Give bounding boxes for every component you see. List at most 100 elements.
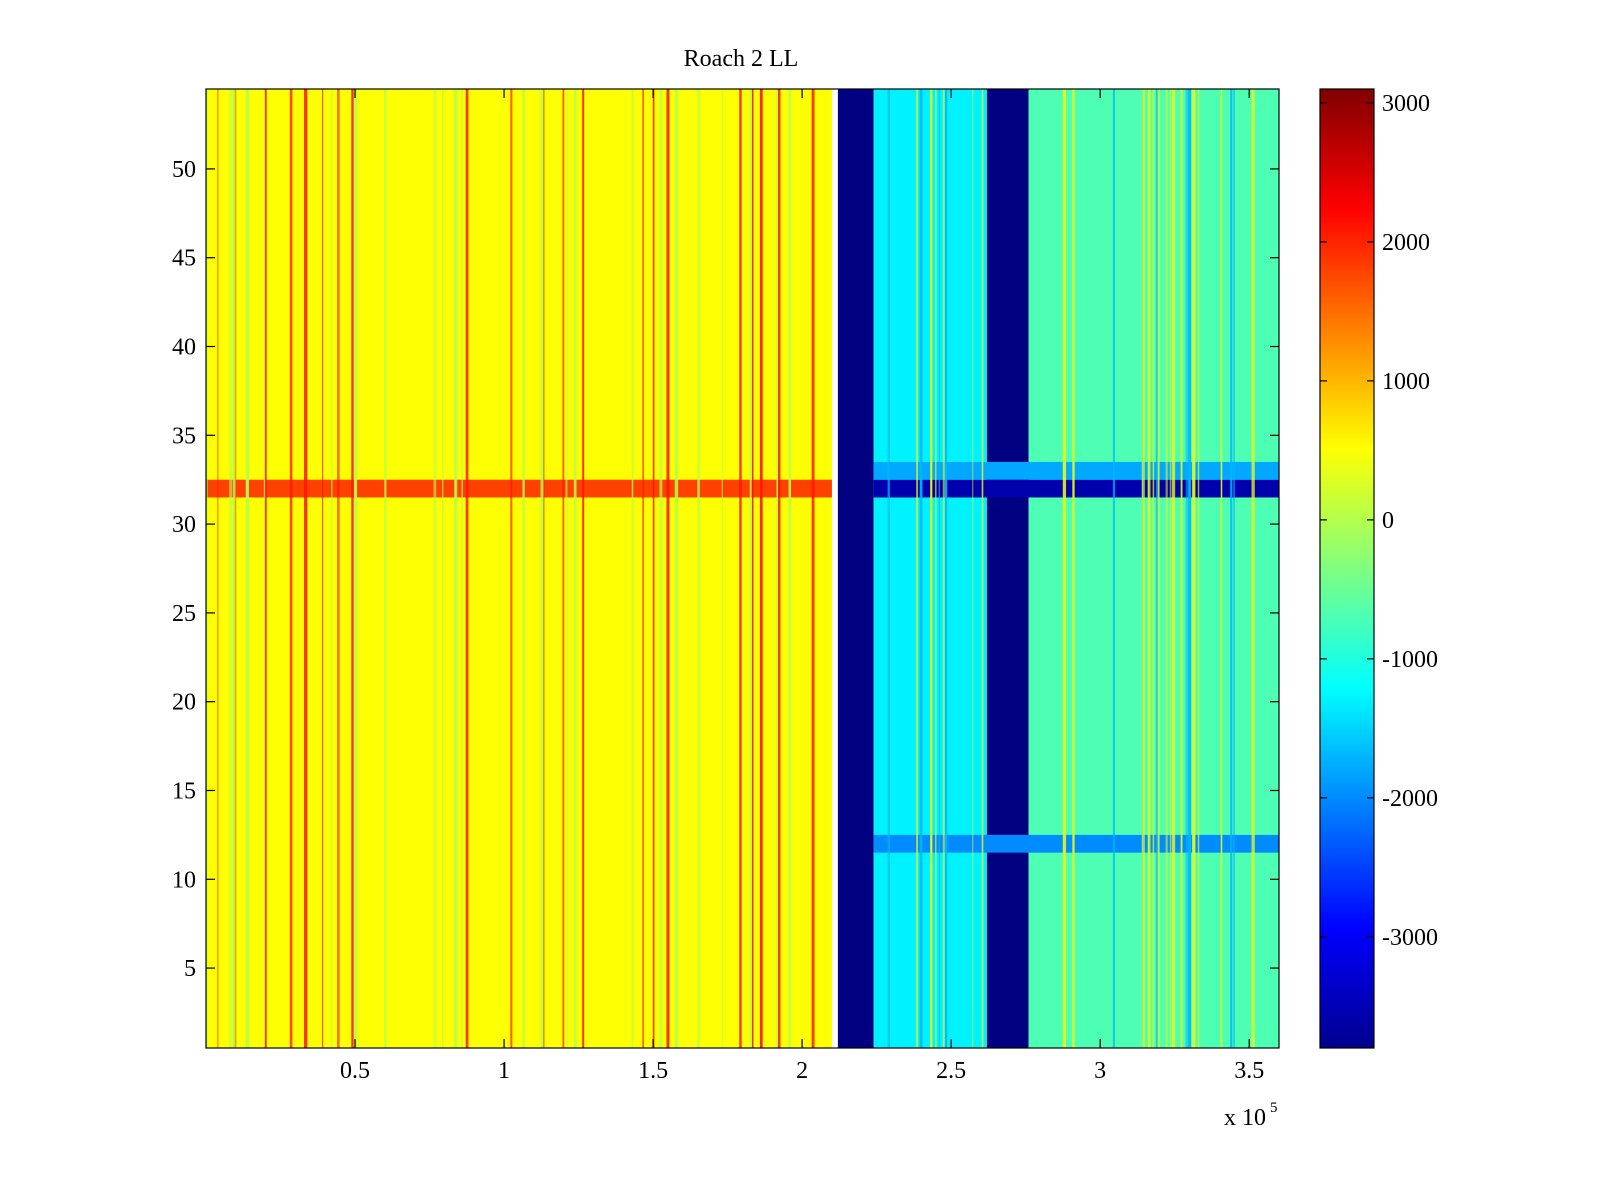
heatmap-streak (981, 89, 984, 1048)
heatmap-streak (1112, 89, 1115, 1048)
heatmap-streak (642, 89, 644, 1048)
heatmap-streak (337, 89, 340, 1048)
heatmap-streak (1155, 89, 1159, 1048)
x-tick-label: 2 (796, 1058, 808, 1084)
y-tick-label: 50 (172, 157, 196, 183)
heatmap-region (873, 834, 1279, 853)
heatmap-streak (442, 89, 444, 1048)
heatmap-streak (631, 89, 634, 1048)
colorbar-tick-label: -3000 (1382, 925, 1438, 951)
heatmap-streak (1072, 89, 1075, 1048)
heatmap-streak (1233, 89, 1235, 1048)
heatmap-streak (1188, 89, 1191, 1048)
heatmap-streak (304, 89, 308, 1048)
heatmap-streak (930, 89, 933, 1048)
heatmap-streak (233, 89, 236, 1048)
heatmap-streak (1147, 89, 1151, 1048)
heatmap-streak (749, 89, 752, 1048)
x-tick-label: 1.5 (638, 1058, 668, 1084)
heatmap-streak (811, 89, 815, 1048)
heatmap-streak (351, 89, 354, 1048)
heatmap-streak (1185, 89, 1189, 1048)
y-tick-label: 40 (172, 335, 196, 361)
heatmap-streak (384, 89, 387, 1048)
heatmap-streak (562, 89, 565, 1048)
heatmap-streak (229, 89, 233, 1048)
colorbar-tick-label: 2000 (1382, 230, 1430, 256)
colorbar-tick-label: 0 (1382, 508, 1394, 534)
heatmap-streak (751, 89, 754, 1048)
plot-frame (205, 88, 1280, 1049)
heatmap-streak (454, 89, 458, 1048)
heatmap-streak (1062, 89, 1067, 1048)
colorbar: 3000 2000 1000 0 -1000 -2000 -3000 (1319, 88, 1438, 1049)
colorbar-tick-label: 3000 (1382, 91, 1430, 117)
colorbar-ticks: 3000 2000 1000 0 -1000 -2000 -3000 (1320, 91, 1438, 951)
heatmap-streak (776, 89, 779, 1048)
heatmap-streak (739, 89, 742, 1048)
heatmap-streak (322, 89, 324, 1048)
heatmap-streak (1251, 89, 1255, 1048)
x-tick-label: 3 (1094, 1058, 1106, 1084)
y-tick-label: 30 (172, 512, 196, 538)
y-tick-label: 20 (172, 690, 196, 716)
heatmap-streak (659, 89, 663, 1048)
heatmap-streak (666, 89, 670, 1048)
heatmap-streak (582, 89, 585, 1048)
heatmap-streak (264, 89, 267, 1048)
colorbar-frame (1319, 88, 1375, 1049)
heatmap-streak (245, 89, 249, 1048)
heatmap-streak (1152, 89, 1155, 1048)
heatmap-streak (1171, 89, 1176, 1048)
heatmap-streak (1220, 89, 1223, 1048)
colorbar-gradient (1320, 89, 1374, 1048)
y-tick-label: 25 (172, 601, 196, 627)
heatmap-region (206, 479, 832, 498)
x-tick-label: 1 (498, 1058, 510, 1084)
heatmap-streak (543, 89, 545, 1048)
heatmap-streak (972, 89, 974, 1048)
heatmap-streak (788, 89, 792, 1048)
y-tick-label: 15 (172, 778, 196, 804)
heatmap-streak (942, 89, 945, 1048)
heatmap-streak (916, 89, 919, 1048)
heatmap-streak (1165, 89, 1168, 1048)
heatmap-streak (919, 89, 923, 1048)
heatmap-streak (1180, 89, 1183, 1048)
heatmap-streak (510, 89, 513, 1048)
heatmap-streak (887, 89, 890, 1048)
heatmap-streak (759, 89, 763, 1048)
heatmap-streak (433, 89, 437, 1048)
x-tick-label: 3.5 (1234, 1058, 1264, 1084)
chart-title: Roach 2 LL (684, 46, 799, 72)
heatmap-streak (721, 89, 723, 1048)
heatmap-streak (1157, 89, 1160, 1048)
x-axis: 0.5 1 1.5 2 2.5 3 3.5 (340, 89, 1264, 1084)
colorbar-tick-label: 1000 (1382, 369, 1430, 395)
y-tick-label: 35 (172, 423, 196, 449)
colorbar-tick-label: -2000 (1382, 786, 1438, 812)
heatmap-region (206, 89, 832, 1048)
heatmap-streak (565, 89, 568, 1048)
heatmap-streak (1194, 89, 1196, 1048)
heatmap-streak (1230, 89, 1233, 1048)
heatmap-region (986, 89, 1029, 1048)
heatmap-streak (206, 89, 208, 1048)
y-tick-label: 10 (172, 867, 196, 893)
heatmap-region (873, 461, 1279, 480)
x-multiplier-label: x 10 (1224, 1105, 1266, 1131)
y-tick-label: 5 (184, 956, 196, 982)
heatmap-streak (944, 89, 948, 1048)
heatmap-streak (289, 89, 293, 1048)
heatmap-region (873, 479, 1279, 498)
x-multiplier-exponent: 5 (1270, 1100, 1278, 1116)
heatmap-streak (1141, 89, 1145, 1048)
heatmap-streak (331, 89, 333, 1048)
heatmap-streak (934, 89, 937, 1048)
y-axis: 5 10 15 20 25 30 35 40 45 50 (172, 157, 1279, 982)
x-tick-label: 2.5 (936, 1058, 966, 1084)
heatmap-streak (938, 89, 941, 1048)
y-tick-label: 45 (172, 246, 196, 272)
heatmap-streak (217, 89, 219, 1048)
colorbar-tick-label: -1000 (1382, 647, 1438, 673)
